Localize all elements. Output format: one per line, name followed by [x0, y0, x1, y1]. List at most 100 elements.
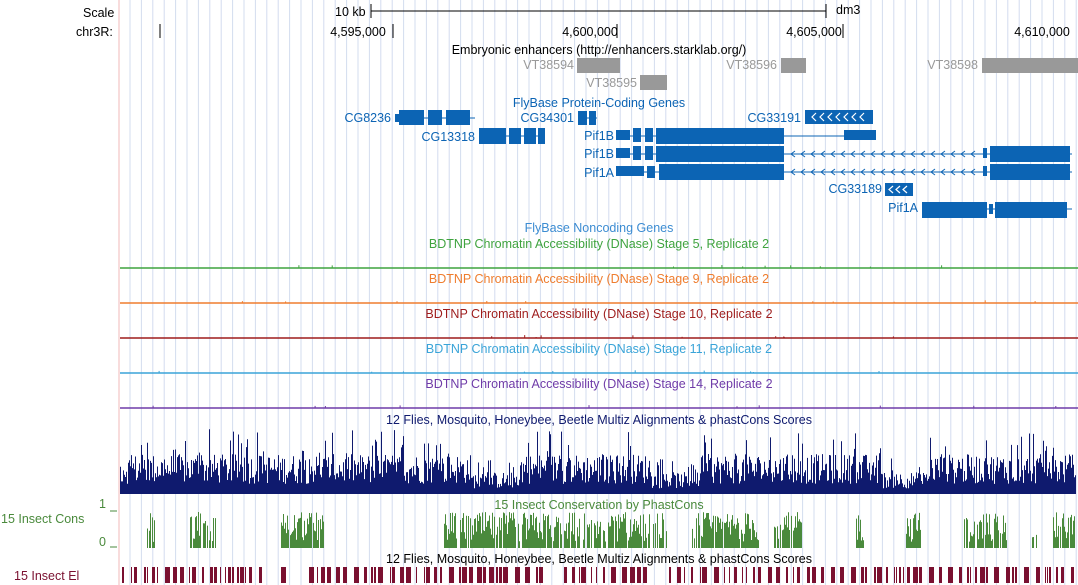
conserved-element	[144, 567, 146, 583]
conserved-element	[807, 567, 810, 583]
gene-label[interactable]: Pif1B	[584, 129, 614, 143]
conserved-element	[343, 567, 347, 583]
conserved-element	[406, 567, 411, 583]
strand-arrow	[790, 150, 796, 158]
strand-arrow	[830, 150, 836, 158]
conserved-element	[400, 567, 404, 583]
conserved-element	[364, 567, 367, 583]
gene-label[interactable]: Pif1B	[584, 147, 614, 161]
multiz-wiggle[interactable]	[120, 429, 1076, 494]
gene-features[interactable]	[395, 110, 1072, 218]
conserved-element	[416, 567, 417, 583]
conserved-element	[449, 567, 454, 583]
conserved-elements[interactable]	[122, 567, 1074, 583]
conserved-element	[980, 567, 985, 583]
gene-label[interactable]: CG34301	[520, 111, 574, 125]
conserved-element	[724, 567, 725, 583]
conserved-element	[579, 567, 580, 583]
gene-label[interactable]: CG33191	[747, 111, 801, 125]
chrom-label: chr3R:	[76, 25, 113, 39]
track-title-noncoding[interactable]: FlyBase Noncoding Genes	[524, 221, 674, 235]
strand-arrow	[888, 185, 894, 194]
exon-block	[589, 111, 596, 125]
exon-block	[659, 164, 784, 180]
conserved-element	[877, 567, 882, 583]
conserved-element	[1049, 567, 1051, 583]
strand-arrow	[960, 168, 966, 176]
conserved-element	[746, 567, 747, 583]
conserved-element	[899, 567, 901, 583]
strand-arrow	[930, 168, 936, 176]
track-title-dnase-stage9[interactable]: BDTNP Chromatin Accessibility (DNase) St…	[428, 272, 770, 286]
conserved-element	[753, 567, 755, 583]
conserved-element	[503, 567, 508, 583]
conserved-element	[202, 567, 204, 583]
gene-label[interactable]: CG8236	[344, 111, 391, 125]
exon-block	[647, 166, 655, 178]
enhancer-features[interactable]	[577, 58, 1078, 90]
strand-arrow	[790, 168, 796, 176]
enhancer-label[interactable]: VT38598	[927, 58, 978, 72]
conserved-element	[948, 567, 953, 583]
strand-arrow	[800, 150, 806, 158]
base-position-ruler[interactable]	[159, 4, 844, 38]
conserved-element	[321, 567, 325, 583]
conserved-element	[1061, 567, 1064, 583]
strand-arrow	[850, 168, 856, 176]
track-title-insect-cons[interactable]: 15 Insect Conservation by PhastCons	[494, 498, 704, 512]
conserved-element	[281, 567, 286, 583]
exon-block	[656, 146, 784, 162]
strand-arrow	[811, 112, 817, 122]
side-label-insect-el[interactable]: 15 Insect El	[14, 569, 80, 583]
track-title-protein-coding[interactable]: FlyBase Protein-Coding Genes	[512, 96, 686, 110]
enhancer-label[interactable]: VT38596	[726, 58, 777, 72]
enhancer-label[interactable]: VT38594	[523, 58, 574, 72]
side-label-insect-cons[interactable]: 15 Insect Cons	[1, 512, 85, 526]
strand-arrow	[940, 150, 946, 158]
conserved-element	[354, 567, 359, 583]
gene-label[interactable]: Pif1A	[888, 201, 918, 215]
track-title-dnase-stage11[interactable]: BDTNP Chromatin Accessibility (DNase) St…	[425, 342, 773, 356]
track-title-dnase-stage5[interactable]: BDTNP Chromatin Accessibility (DNase) St…	[428, 237, 770, 251]
ruler-tick-label: 4,605,000	[786, 25, 842, 39]
conserved-element	[742, 567, 743, 583]
conserved-element	[1047, 567, 1048, 583]
conserved-element	[469, 567, 473, 583]
gene-label[interactable]: Pif1A	[584, 166, 614, 180]
strand-arrow	[827, 112, 833, 122]
track-title-multiz[interactable]: 12 Flies, Mosquito, Honeybee, Beetle Mul…	[386, 413, 812, 427]
track-title-enhancers[interactable]: Embryonic enhancers (http://enhancers.st…	[451, 43, 747, 57]
conserved-element	[643, 567, 647, 583]
exon-block	[616, 148, 630, 158]
conserved-element	[525, 567, 530, 583]
track-title-dnase-stage10[interactable]: BDTNP Chromatin Accessibility (DNase) St…	[425, 307, 773, 321]
gene-label[interactable]: CG33189	[828, 182, 882, 196]
enhancer-label[interactable]: VT38595	[586, 76, 637, 90]
exon-block	[428, 110, 442, 125]
conserved-element	[821, 567, 824, 583]
strand-arrow	[950, 168, 956, 176]
conservation-wiggle[interactable]	[110, 510, 1075, 548]
dnase-signal-lines[interactable]	[120, 265, 1078, 409]
strand-arrow	[900, 168, 906, 176]
track-title-dnase-stage14[interactable]: BDTNP Chromatin Accessibility (DNase) St…	[425, 377, 773, 391]
conserved-element	[309, 567, 314, 583]
track-title-multiz-2[interactable]: 12 Flies, Mosquito, Honeybee, Beetle Mul…	[386, 552, 812, 566]
exon-block	[995, 202, 1067, 218]
conserved-element	[214, 567, 217, 583]
strand-arrow	[840, 150, 846, 158]
conserved-element	[1024, 567, 1029, 583]
scale-bar-label: 10 kb	[335, 5, 366, 19]
gene-label[interactable]: CG13318	[421, 130, 475, 144]
conserved-element	[1045, 567, 1046, 583]
strand-arrow	[820, 168, 826, 176]
conserved-element	[434, 567, 437, 583]
conserved-element	[189, 567, 190, 583]
strand-arrow	[910, 150, 916, 158]
conserved-element	[591, 567, 592, 583]
exon-block	[395, 114, 399, 122]
conserved-element	[677, 567, 681, 583]
strand-arrow	[900, 150, 906, 158]
conserved-element	[336, 567, 340, 583]
